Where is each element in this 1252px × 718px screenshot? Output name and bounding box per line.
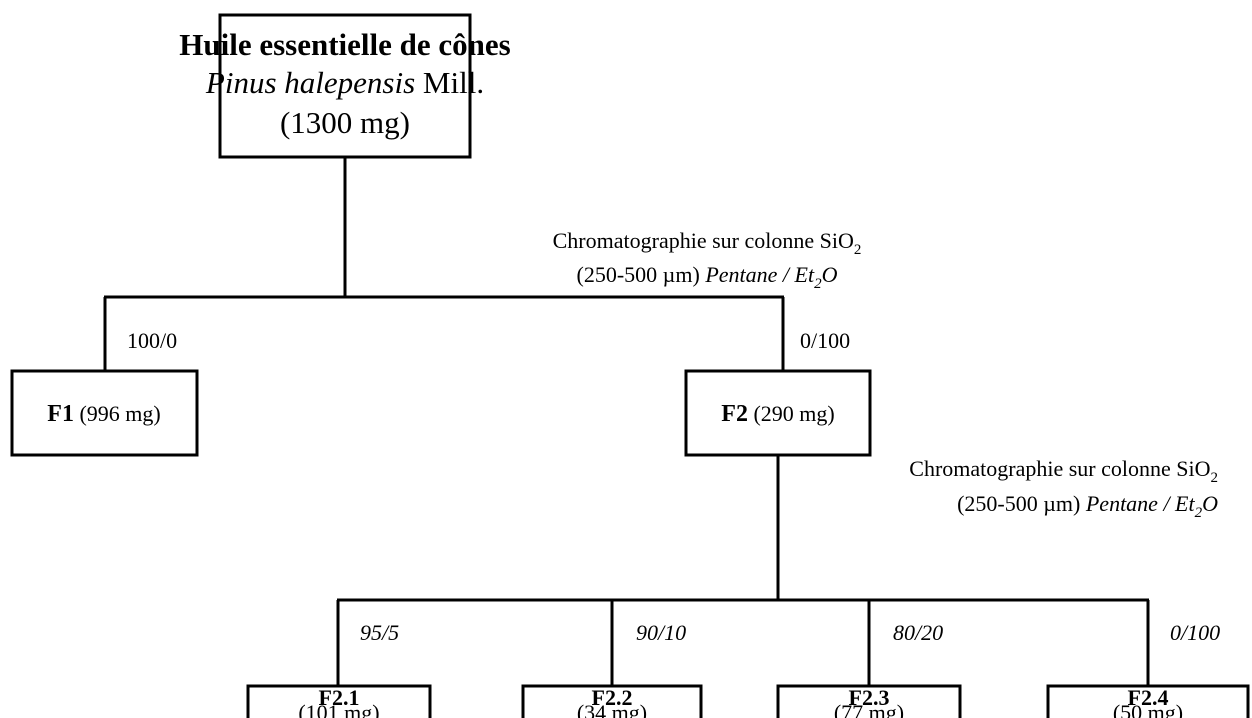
ratio-label: 0/100 (1170, 620, 1220, 645)
fraction-box (521, 684, 703, 718)
subscript: 2 (814, 276, 822, 292)
separation-method: Chromatographie sur colonne SiO2 (909, 456, 1218, 486)
fraction-box (684, 369, 872, 457)
fraction-name: F2.3 (849, 685, 890, 710)
ratio-label: 95/5 (360, 620, 399, 645)
fraction-label: F1 (996 mg) (47, 401, 160, 427)
ratio-label: 0/100 (800, 328, 850, 353)
eluent: O (1202, 491, 1218, 516)
fraction-box (10, 369, 199, 457)
fraction-mass: (290 mg) (753, 401, 834, 426)
root-author: Mill. (423, 65, 484, 100)
subscript: 2 (854, 242, 862, 258)
root-species-line: Pinus halepensis Mill. (205, 65, 484, 100)
separation-conditions: (250-500 µm) Pentane / Et2O (957, 491, 1218, 521)
eluent: Pentane / Et (1085, 491, 1196, 516)
fraction-mass: (996 mg) (79, 401, 160, 426)
fraction-mass: (77 mg) (834, 700, 904, 718)
subscript: 2 (1195, 505, 1203, 521)
root-title: Huile essentielle de cônes (179, 27, 510, 62)
separation-method: Chromatographie sur colonne SiO2 (553, 228, 862, 258)
fraction-box (1046, 684, 1250, 718)
ratio-label: 100/0 (127, 328, 177, 353)
fraction-name: F2.4 (1128, 685, 1169, 710)
fraction-mass: (101 mg) (298, 700, 379, 718)
particle: (250-500 µm) (577, 262, 700, 287)
separation-conditions: (250-500 µm) Pentane / Et2O (577, 262, 838, 292)
fraction-name: F2.2 (592, 685, 633, 710)
root-mass: (1300 mg) (280, 105, 410, 140)
fraction-box (246, 684, 432, 718)
ratio-label: 90/10 (636, 620, 686, 645)
fraction-name: F2.1 (319, 685, 360, 710)
fraction-label: F2 (290 mg) (721, 401, 834, 427)
fraction-mass: (50 mg) (1113, 700, 1183, 718)
fraction-mass: (34 mg) (577, 700, 647, 718)
particle: (250-500 µm) (957, 491, 1080, 516)
eluent: Pentane / Et (704, 262, 815, 287)
method: Chromatographie sur colonne SiO (553, 228, 854, 253)
subscript: 2 (1211, 470, 1219, 486)
root-species: Pinus halepensis (205, 65, 415, 100)
fraction-box (776, 684, 962, 718)
fraction-name: F1 (47, 401, 74, 427)
fraction-name: F2 (721, 401, 748, 427)
ratio-label: 80/20 (893, 620, 943, 645)
root-box (218, 13, 472, 159)
method: Chromatographie sur colonne SiO (909, 456, 1210, 481)
eluent: O (822, 262, 838, 287)
